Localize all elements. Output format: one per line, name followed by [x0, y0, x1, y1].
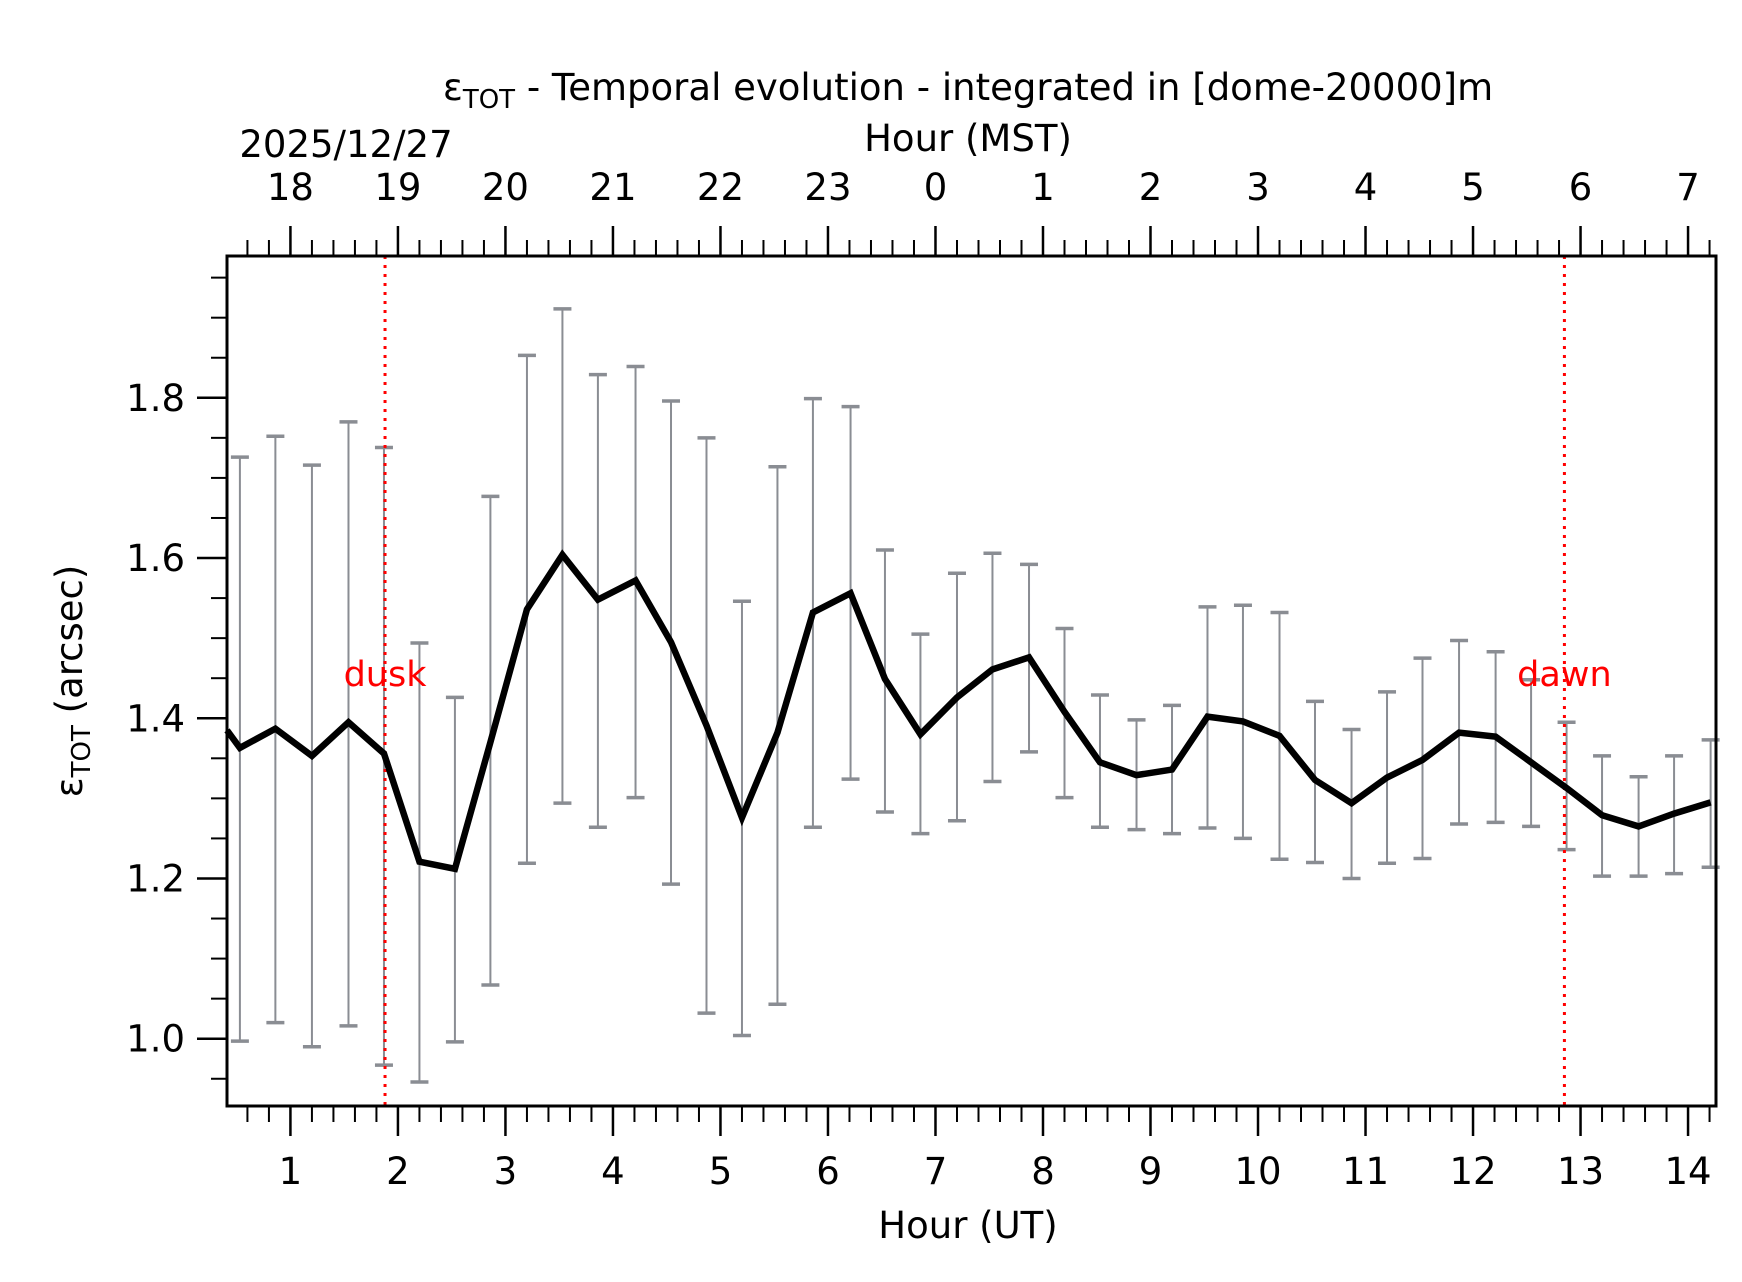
- x-tick-label: 14: [1665, 1150, 1712, 1193]
- date-label: 2025/12/27: [239, 123, 452, 166]
- x-top-tick-label: 21: [589, 166, 636, 209]
- twilight-lines: [383, 256, 1566, 1106]
- y-tick-label: 1.6: [126, 537, 185, 580]
- y-tick-label: 1.8: [126, 377, 185, 420]
- x-top-tick-label: 22: [697, 166, 744, 209]
- x-tick-label: 5: [709, 1150, 733, 1193]
- x-tick-label: 4: [601, 1150, 625, 1193]
- x-tick-label: 13: [1557, 1150, 1604, 1193]
- x-tick-label: 6: [816, 1150, 840, 1193]
- ylabel-subscript: TOT: [67, 725, 97, 778]
- x-tick-label: 9: [1139, 1150, 1163, 1193]
- x-top-tick-label: 3: [1246, 166, 1270, 209]
- x-tick-label: 2: [386, 1150, 410, 1193]
- title-rest: - Temporal evolution - integrated in [do…: [515, 66, 1493, 109]
- x-tick-label: 3: [494, 1150, 518, 1193]
- x-top-tick-label: 23: [804, 166, 851, 209]
- y-tick-label: 1.4: [126, 697, 185, 740]
- error-bars: [230, 307, 1720, 1084]
- title-subscript: TOT: [462, 85, 515, 115]
- x-tick-label: 11: [1342, 1150, 1389, 1193]
- x-top-tick-label: 0: [924, 166, 948, 209]
- x-axis-label: Hour (UT): [878, 1204, 1057, 1247]
- x-top-tick-label: 5: [1461, 166, 1485, 209]
- x-top-tick-label: 4: [1354, 166, 1378, 209]
- annotation-labels: dusk dawn: [344, 655, 1612, 695]
- x-top-axis-label: Hour (MST): [864, 117, 1072, 160]
- y-tick-label: 1.2: [126, 857, 185, 900]
- plot-frame: [225, 254, 1718, 1108]
- x-top-tick-label: 6: [1569, 166, 1593, 209]
- dawn-label: dawn: [1517, 655, 1611, 695]
- x-top-tick-label: 18: [267, 166, 314, 209]
- x-top-tick-label: 20: [482, 166, 529, 209]
- x-tick-label: 7: [924, 1150, 948, 1193]
- y-axis-label: εTOT (arcsec): [48, 565, 97, 798]
- axis-ticks: [197, 226, 1711, 1136]
- y-tick-label: 1.0: [126, 1018, 185, 1061]
- x-top-tick-label: 19: [374, 166, 421, 209]
- x-top-tick-label: 2: [1139, 166, 1163, 209]
- x-top-tick-label: 7: [1676, 166, 1700, 209]
- chart-title: εTOT - Temporal evolution - integrated i…: [443, 66, 1493, 115]
- title-symbol: ε: [443, 66, 463, 109]
- dusk-label: dusk: [344, 655, 428, 695]
- ylabel-rest: (arcsec): [48, 565, 91, 725]
- x-tick-label: 10: [1234, 1150, 1281, 1193]
- error-bar: [1522, 678, 1541, 829]
- x-top-tick-label: 1: [1031, 166, 1055, 209]
- x-tick-label: 12: [1449, 1150, 1496, 1193]
- ylabel-symbol: ε: [48, 777, 91, 797]
- x-tick-label: 8: [1031, 1150, 1055, 1193]
- x-tick-label: 1: [279, 1150, 303, 1193]
- series-lines: [224, 549, 1712, 873]
